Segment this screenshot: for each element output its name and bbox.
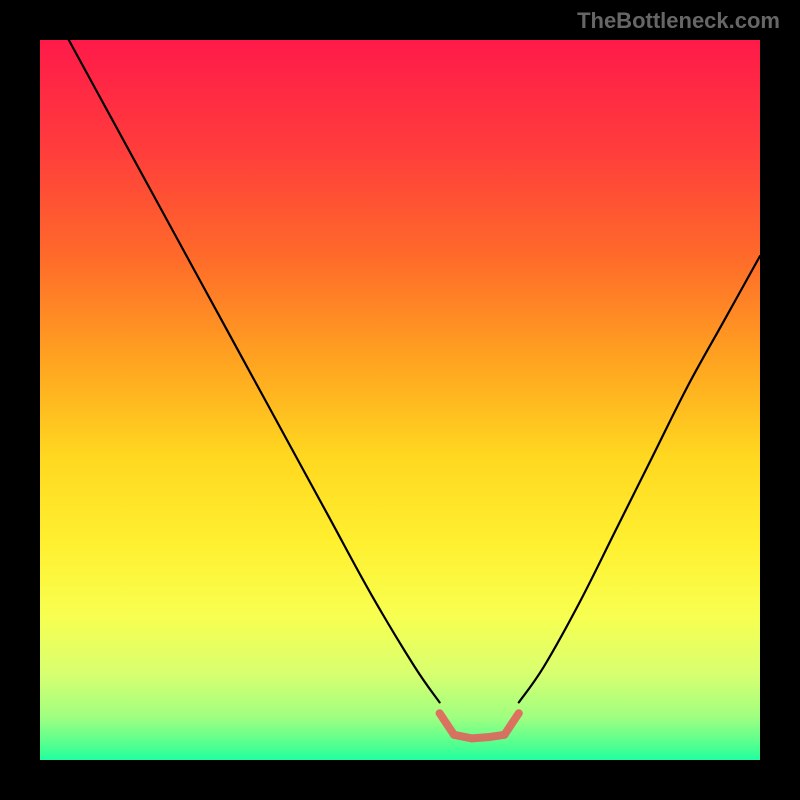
chart-area bbox=[40, 40, 760, 760]
chart-container: TheBottleneck.com bbox=[0, 0, 800, 800]
watermark-text: TheBottleneck.com bbox=[577, 8, 780, 34]
bottleneck-chart bbox=[40, 40, 760, 760]
